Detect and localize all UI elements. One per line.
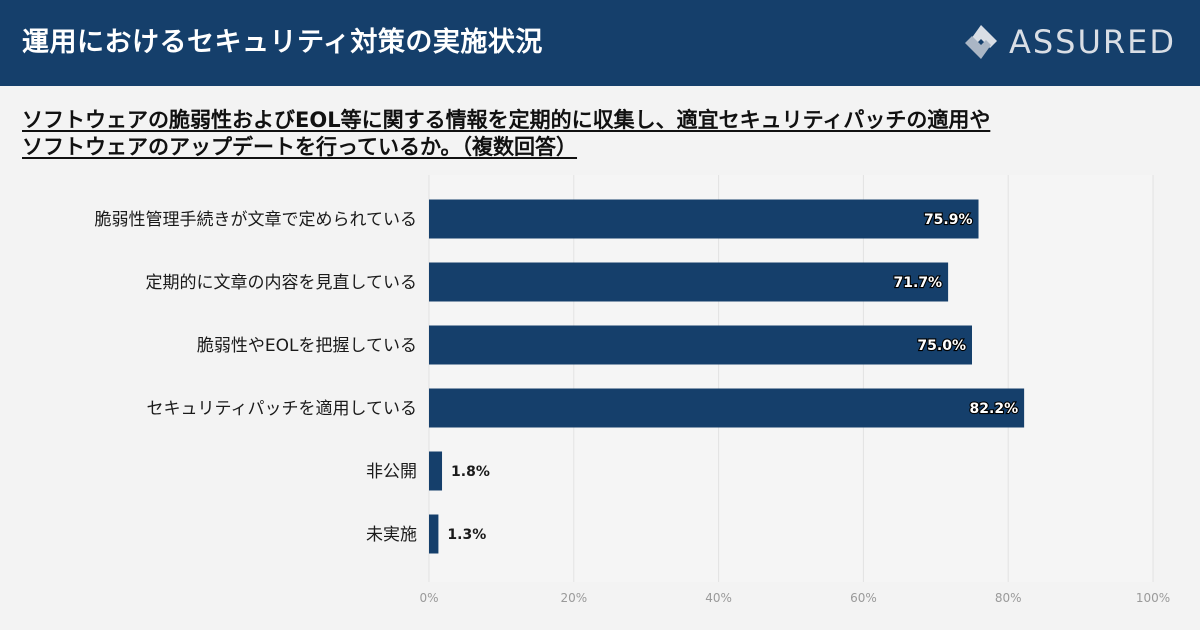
value-label: 82.2% — [970, 401, 1019, 417]
value-label: 75.0% — [917, 338, 966, 354]
category-label: 脆弱性管理手続きが文章で定められている — [95, 210, 418, 230]
value-label: 75.9% — [924, 212, 973, 228]
brand-logo: ASSURED — [961, 20, 1176, 64]
assured-logo-icon — [964, 25, 997, 59]
category-label: 脆弱性やEOLを把握している — [197, 336, 417, 356]
bar — [429, 388, 1025, 428]
header-bar: 運用におけるセキュリティ対策の実施状況 ASSURED — [0, 0, 1200, 86]
logo-text: ASSURED — [1008, 23, 1176, 61]
bar — [429, 325, 972, 365]
bar — [429, 451, 443, 491]
x-tick-label: 100% — [1136, 591, 1170, 605]
x-tick-label: 20% — [560, 591, 587, 605]
category-label: 非公開 — [366, 462, 417, 482]
x-tick-label: 0% — [419, 591, 438, 605]
bar — [429, 514, 439, 554]
category-label: セキュリティパッチを適用している — [147, 399, 417, 419]
category-label: 定期的に文章の内容を見直している — [146, 273, 418, 293]
survey-question: ソフトウェアの脆弱性およびEOL等に関する情報を定期的に収集し、適宜セキュリティ… — [22, 107, 1182, 161]
x-tick-label: 60% — [850, 591, 877, 605]
category-label: 未実施 — [366, 525, 417, 545]
value-label: 71.7% — [894, 275, 943, 291]
question-line-1: ソフトウェアの脆弱性およびEOL等に関する情報を定期的に収集し、適宜セキュリティ… — [22, 108, 991, 132]
x-tick-label: 80% — [995, 591, 1022, 605]
value-label: 1.3% — [447, 527, 486, 543]
x-tick-label: 40% — [705, 591, 732, 605]
page-title: 運用におけるセキュリティ対策の実施状況 — [22, 27, 543, 58]
bar — [429, 262, 949, 302]
value-label: 1.8% — [451, 464, 490, 480]
bar — [429, 199, 979, 239]
question-line-2: ソフトウェアのアップデートを行っているか。（複数回答） — [22, 135, 578, 159]
plot-area — [429, 175, 1153, 582]
